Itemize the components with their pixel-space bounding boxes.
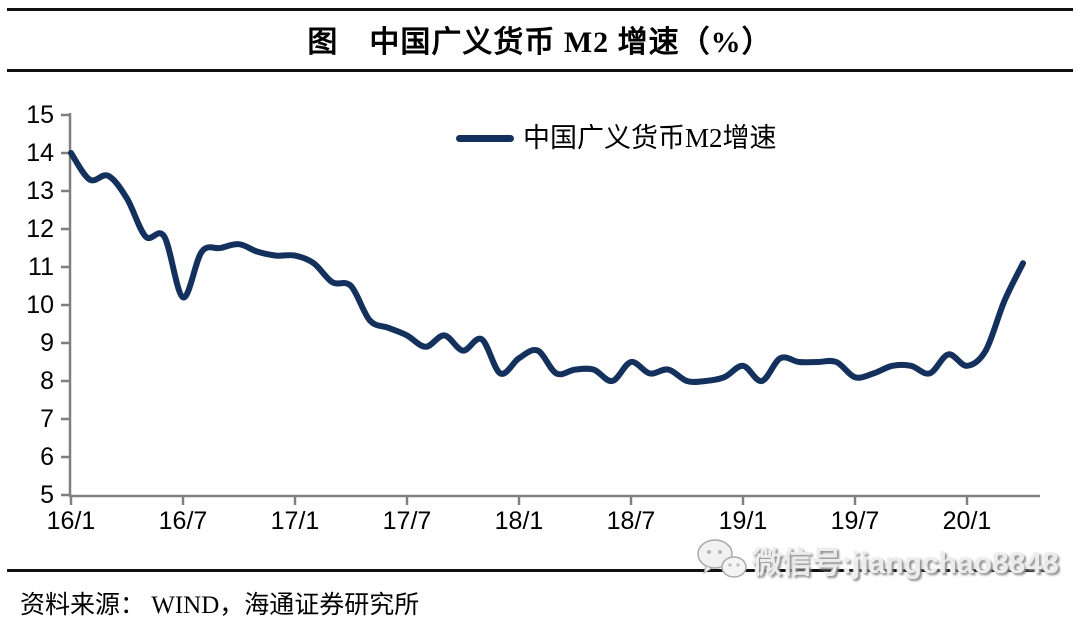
- x-axis-tick-label: 16/7: [158, 507, 208, 535]
- x-axis-tick-label: 19/7: [830, 507, 880, 535]
- x-axis-tick-label: 18/1: [494, 507, 544, 535]
- x-axis-tick-label: 16/1: [46, 507, 96, 535]
- y-axis-tick-label: 10: [26, 291, 54, 319]
- legend-line-swatch: [456, 135, 514, 142]
- legend: 中国广义货币M2增速: [456, 125, 777, 152]
- y-axis-tick-label: 9: [40, 329, 54, 357]
- x-axis-tick-label: 17/1: [270, 507, 320, 535]
- source-note: 资料来源： WIND，海通证券研究所: [20, 592, 420, 619]
- header-divider: [7, 69, 1073, 72]
- legend-label: 中国广义货币M2增速: [523, 123, 777, 153]
- y-axis-tick-label: 14: [26, 139, 54, 167]
- y-axis-tick-label: 11: [28, 253, 54, 281]
- y-axis-tick-label: 12: [26, 215, 54, 243]
- y-axis-tick-label: 13: [26, 177, 54, 205]
- watermark-text: 微信号:jiangchao8848: [752, 547, 1059, 580]
- x-axis-tick-label: 20/1: [942, 507, 992, 535]
- y-axis-tick-label: 7: [40, 405, 54, 433]
- top-divider: [7, 8, 1073, 11]
- chart-title: 图 中国广义货币 M2 增速（%）: [307, 26, 773, 59]
- m2-growth-line: [68, 150, 1026, 385]
- watermark: 微信号:jiangchao8848: [694, 537, 1059, 583]
- bottom-divider: [7, 569, 1045, 572]
- x-axis-tick-label: 17/7: [382, 507, 432, 535]
- wechat-icon: [697, 539, 747, 578]
- y-axis-tick-label: 15: [26, 101, 54, 129]
- x-axis-tick-label: 19/1: [718, 507, 768, 535]
- y-axis-tick-label: 5: [40, 481, 54, 509]
- y-axis-tick-label: 6: [40, 443, 54, 471]
- y-axis-tick-label: 8: [40, 367, 54, 395]
- x-axis-tick-label: 18/7: [606, 507, 656, 535]
